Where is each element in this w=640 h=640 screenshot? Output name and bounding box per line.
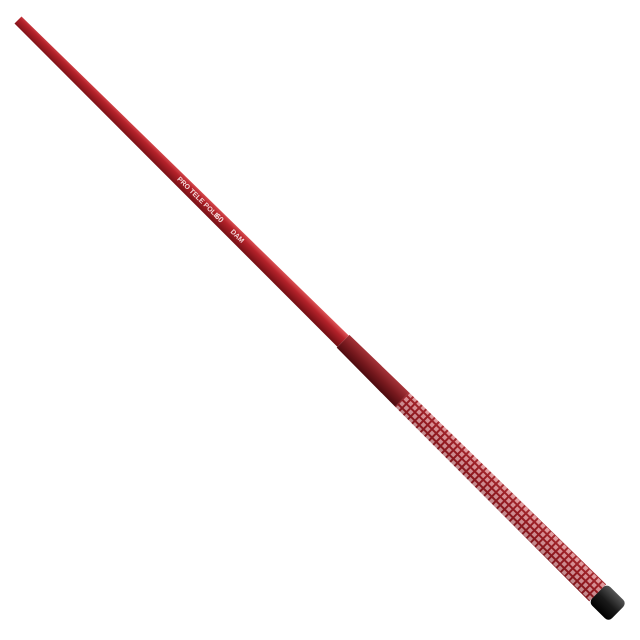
pole-shaft [14, 16, 349, 347]
pole-band [336, 334, 410, 407]
grip-shade [395, 392, 607, 602]
end-cap [590, 585, 625, 620]
